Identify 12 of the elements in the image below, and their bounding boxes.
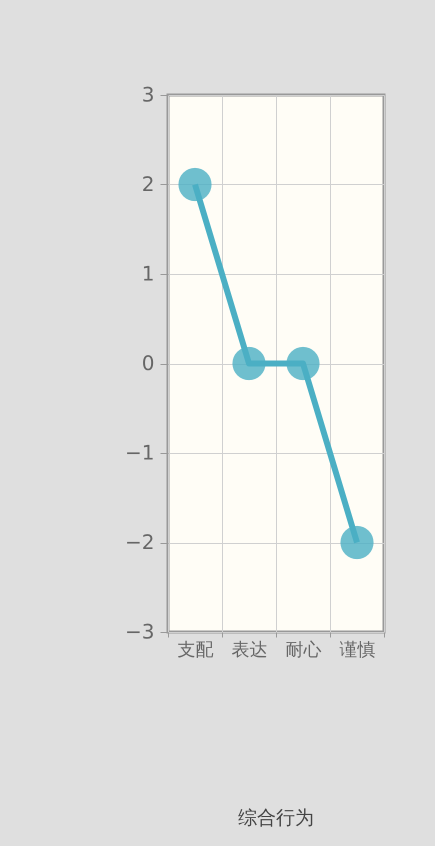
x-tick-label: 谨慎: [340, 640, 376, 660]
x-tick-label: 支配: [178, 640, 214, 660]
x-tick-label: 耐心: [286, 640, 322, 660]
text: 综合行为: [238, 807, 314, 829]
y-tick-label: 1: [142, 262, 154, 286]
y-tick-label: 0: [142, 351, 154, 375]
y-tick-label: −3: [125, 620, 154, 644]
y-tick-label: −1: [125, 440, 154, 464]
x-tick-label: 表达: [232, 640, 268, 660]
y-tick-label: 3: [142, 82, 154, 106]
y-tick-label: −2: [125, 530, 154, 554]
y-tick-label: 2: [142, 172, 154, 196]
